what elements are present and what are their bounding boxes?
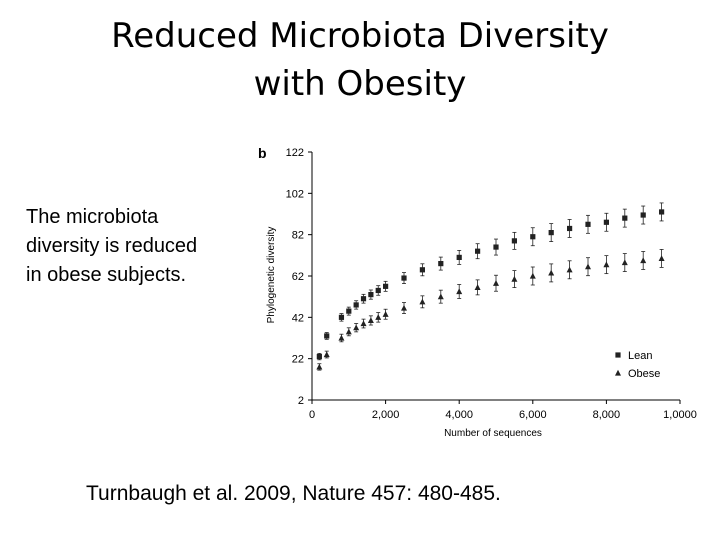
body-text-line-3: in obese subjects. [26, 264, 187, 286]
data-point-obese [603, 261, 610, 268]
x-axis-label: Number of sequences [444, 428, 542, 439]
data-point-lean [567, 225, 573, 232]
y-axis-label: Phylogenetic diversity [266, 227, 277, 324]
legend-marker-lean [615, 352, 621, 358]
data-point-lean [456, 254, 462, 260]
legend-marker-obese [615, 369, 621, 376]
y-tick-label: 62 [292, 271, 304, 283]
data-point-obese [474, 284, 481, 290]
y-tick-label: 22 [292, 354, 304, 366]
data-point-lean [338, 314, 345, 320]
data-point-lean [511, 238, 517, 244]
series-obese [316, 249, 665, 371]
data-point-obese [323, 351, 330, 358]
slide-body-text: The microbiota diversity is reduced in o… [26, 203, 246, 290]
data-point-lean [368, 292, 374, 298]
data-point-obese [529, 272, 536, 279]
data-point-obese [401, 304, 407, 311]
body-text-line-1: The microbiota [26, 206, 159, 228]
citation: Turnbaugh et al. 2009, Nature 457: 480-4… [86, 482, 501, 505]
y-tick-label: 122 [286, 147, 304, 159]
panel-label: b [258, 145, 267, 161]
plot-area [316, 202, 665, 371]
data-point-obese [419, 298, 426, 305]
data-point-lean [585, 221, 591, 227]
data-point-lean [475, 248, 481, 254]
data-point-lean [316, 354, 322, 360]
data-point-lean [659, 209, 665, 215]
y-tick-label: 2 [298, 395, 304, 407]
y-tick-label: 42 [292, 312, 304, 324]
data-point-obese [511, 275, 518, 282]
data-point-obese [353, 324, 360, 331]
data-point-lean [383, 283, 389, 289]
chart-legend: Lean Obese [615, 350, 660, 380]
series-lean [316, 202, 665, 361]
data-point-lean [622, 215, 628, 221]
x-tick-label: 1,0000 [663, 409, 697, 421]
data-point-obese [360, 320, 367, 327]
x-tick-label: 0 [309, 409, 315, 421]
data-point-obese [316, 363, 323, 370]
data-point-lean [493, 244, 499, 250]
data-point-lean [324, 333, 330, 339]
body-text-line-2: diversity is reduced [26, 235, 198, 257]
data-point-lean [640, 212, 646, 218]
data-point-obese [640, 257, 647, 264]
data-point-obese [338, 334, 345, 341]
data-point-lean [346, 308, 352, 314]
data-point-lean [438, 261, 444, 267]
data-point-obese [367, 317, 374, 324]
data-point-lean [360, 296, 367, 302]
y-tick-label: 102 [286, 188, 304, 200]
data-point-obese [456, 288, 463, 295]
data-point-obese [375, 314, 382, 320]
data-point-obese [382, 311, 389, 317]
data-point-lean [375, 287, 381, 294]
data-point-lean [548, 230, 554, 236]
x-tick-label: 2,000 [372, 409, 400, 421]
data-point-obese [658, 255, 665, 262]
slide-title-line-2: with Obesity [253, 64, 467, 104]
data-point-obese [345, 328, 352, 335]
data-point-lean [353, 302, 359, 308]
x-tick-label: 6,000 [519, 409, 547, 421]
data-point-obese [437, 293, 444, 300]
data-point-lean [419, 267, 425, 273]
slide-title-line-1: Reduced Microbiota Diversity [111, 16, 609, 56]
data-point-lean [530, 234, 536, 240]
slide-title: Reduced Microbiota Diversity with Obesit… [60, 12, 660, 108]
data-point-lean [401, 275, 407, 281]
data-point-lean [603, 219, 609, 225]
x-tick-label: 8,000 [593, 409, 621, 421]
x-tick-label: 4,000 [445, 409, 473, 421]
legend-label-lean: Lean [628, 350, 652, 362]
data-point-obese [585, 263, 591, 270]
data-point-obese [548, 269, 555, 276]
data-point-obese [493, 280, 499, 286]
data-point-obese [566, 266, 573, 273]
y-tick-label: 82 [292, 230, 304, 242]
data-point-obese [621, 259, 628, 266]
x-axis-ticks: 0 2,000 4,000 6,000 8,000 1,0000 [309, 400, 697, 421]
legend-label-obese: Obese [628, 368, 660, 380]
